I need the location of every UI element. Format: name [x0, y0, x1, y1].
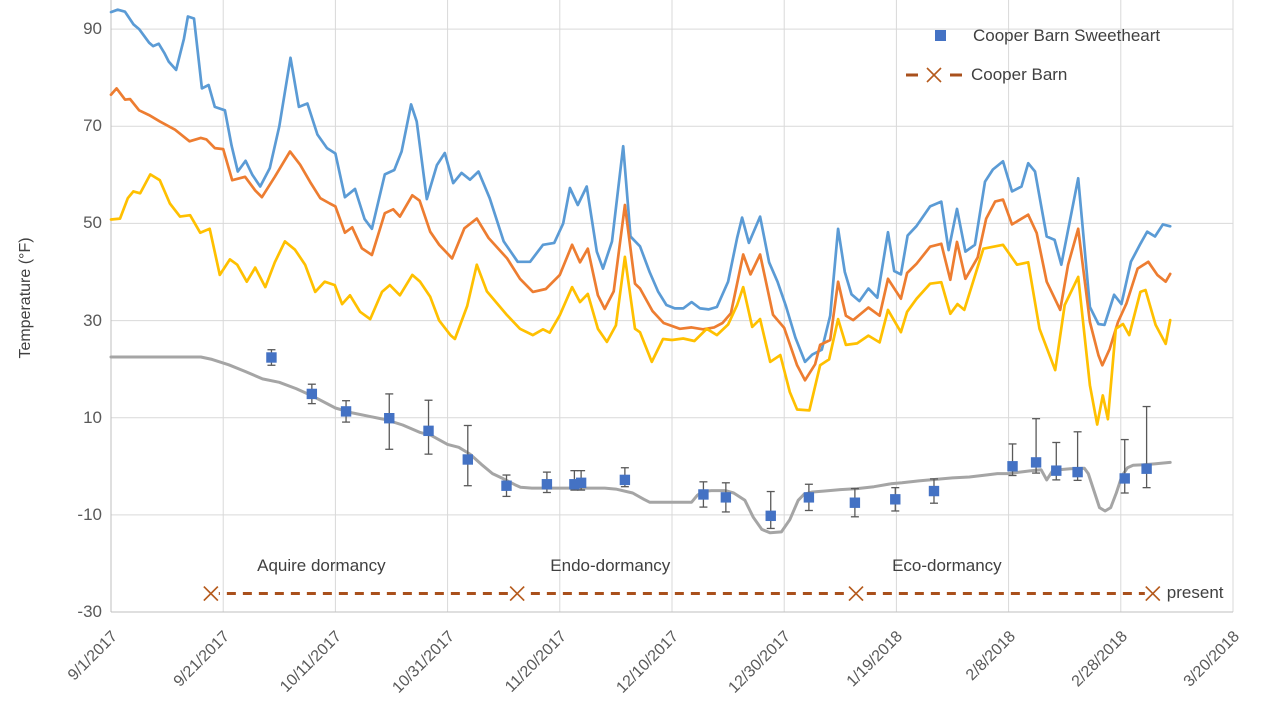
legend-label: Cooper Barn: [971, 64, 1068, 84]
y-tick-label: 30: [83, 310, 102, 330]
present-label: present: [1166, 582, 1224, 602]
data-point-square: [569, 479, 580, 490]
dash-x-marker-icon: [906, 66, 962, 83]
data-point-square: [1119, 473, 1130, 484]
x-marker-icon: [848, 585, 864, 602]
square-marker-icon: [935, 30, 946, 41]
x-marker-icon: [509, 585, 525, 602]
x-marker-icon: [1145, 585, 1161, 602]
data-point-square: [1141, 463, 1152, 474]
data-point-square: [1007, 461, 1018, 472]
data-point-square: [384, 413, 395, 424]
y-tick-label: -30: [77, 602, 102, 621]
annotation-endo-dormancy: Endo-dormancy: [550, 555, 671, 575]
data-point-square: [541, 479, 553, 490]
data-point-square: [890, 494, 901, 505]
data-point-square: [928, 485, 940, 497]
data-point-square: [619, 474, 631, 486]
legend-label: Cooper Barn Sweetheart: [973, 25, 1161, 45]
legend-item-cooper-barn: Cooper Barn: [896, 55, 1236, 94]
data-point-square: [501, 480, 512, 491]
annotation-eco-dormancy: Eco-dormancy: [892, 555, 1002, 575]
legend: Cooper Barn Sweetheart Cooper Barn: [896, 16, 1236, 94]
y-tick-label: 10: [83, 407, 102, 427]
data-point-square: [720, 492, 732, 503]
y-tick-label: 50: [83, 213, 102, 233]
data-point-square: [1030, 457, 1042, 468]
data-point-square: [765, 510, 776, 522]
smoothed-gray-line: [109, 355, 1172, 535]
daily-mid-line: [109, 87, 1172, 382]
data-point-square: [340, 406, 352, 417]
y-tick-label: 70: [83, 116, 102, 136]
data-point-square: [1072, 466, 1083, 478]
data-point-square: [698, 489, 709, 500]
y-tick-label: -10: [77, 504, 102, 524]
annotation-aquire-dormancy: Aquire dormancy: [257, 555, 386, 575]
x-marker-icon: [203, 585, 219, 602]
y-axis-title: Temperature (°F): [17, 237, 34, 359]
data-point-square: [306, 388, 318, 400]
data-point-square: [575, 477, 587, 488]
data-point-square: [849, 497, 861, 508]
data-point-square: [462, 454, 473, 465]
data-point-square: [266, 352, 277, 363]
data-point-square: [1051, 465, 1062, 476]
legend-item-cooper-barn-sweetheart: Cooper Barn Sweetheart: [896, 16, 1236, 55]
y-tick-label: 90: [83, 19, 102, 39]
daily-low-line: [109, 173, 1172, 426]
data-point-square: [423, 425, 434, 437]
data-point-square: [803, 492, 815, 503]
daily-high-line: [109, 8, 1172, 364]
